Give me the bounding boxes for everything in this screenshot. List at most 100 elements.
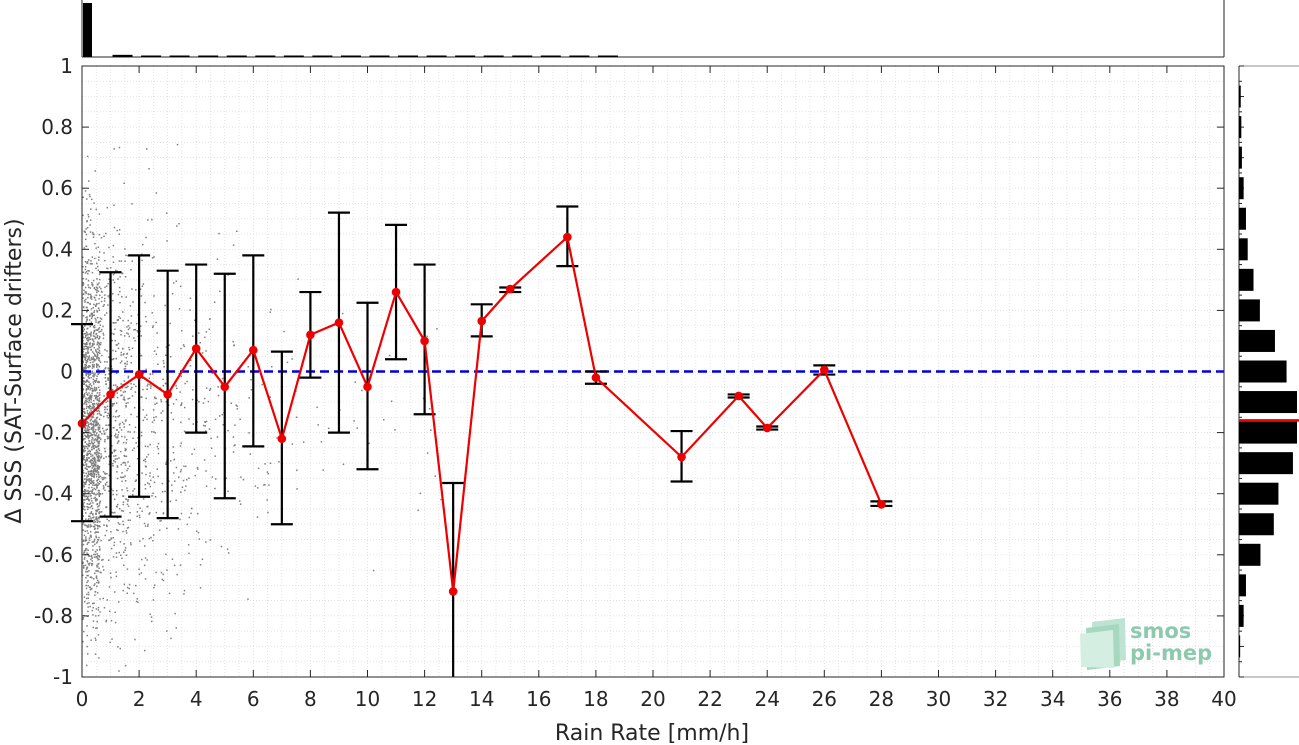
scatter-point <box>93 403 96 405</box>
scatter-point <box>86 490 88 493</box>
scatter-point <box>86 571 89 573</box>
scatter-point <box>92 492 94 495</box>
scatter-point <box>87 435 90 437</box>
scatter-point <box>96 392 99 394</box>
scatter-point <box>136 330 138 332</box>
scatter-point <box>83 498 86 501</box>
scatter-point <box>96 354 99 356</box>
scatter-point <box>96 519 98 521</box>
scatter-point <box>90 558 92 561</box>
scatter-point <box>88 555 90 557</box>
scatter-point <box>87 489 89 492</box>
scatter-point <box>91 256 94 258</box>
scatter-point <box>95 518 97 521</box>
mean-marker <box>477 316 487 326</box>
scatter-point <box>96 451 99 453</box>
scatter-point <box>86 625 88 627</box>
scatter-point <box>96 395 98 398</box>
scatter-point <box>84 429 86 431</box>
scatter-point <box>101 477 103 479</box>
scatter-point <box>104 297 106 300</box>
scatter-point <box>86 458 88 461</box>
scatter-point <box>89 388 91 391</box>
scatter-point <box>97 466 99 469</box>
scatter-point <box>85 568 88 571</box>
y-tick-label: 0 <box>60 360 73 384</box>
scatter-point <box>96 480 98 482</box>
scatter-point <box>112 299 114 302</box>
scatter-point <box>121 476 123 479</box>
scatter-point <box>141 285 144 287</box>
scatter-point <box>87 574 89 577</box>
scatter-point <box>97 395 99 397</box>
scatter-point <box>91 313 93 315</box>
scatter-point <box>94 467 96 469</box>
scatter-point <box>98 508 100 511</box>
scatter-point <box>92 464 95 467</box>
scatter-point <box>133 406 136 409</box>
scatter-point <box>232 244 235 246</box>
scatter-point <box>97 448 100 450</box>
x-tick-label: 38 <box>1154 687 1179 711</box>
scatter-point <box>95 535 97 537</box>
scatter-point <box>88 337 91 339</box>
scatter-point <box>83 395 86 397</box>
scatter-point <box>197 531 200 534</box>
scatter-point <box>83 475 86 477</box>
scatter-point <box>92 416 95 418</box>
x-tick-label: 18 <box>583 687 608 711</box>
scatter-point <box>122 354 124 356</box>
x-tick-label: 16 <box>526 687 551 711</box>
scatter-point <box>88 381 90 383</box>
scatter-point <box>98 546 101 548</box>
scatter-point <box>89 263 92 265</box>
scatter-point <box>88 346 90 348</box>
scatter-point <box>356 427 358 429</box>
scatter-point <box>227 274 229 276</box>
scatter-point <box>144 545 146 547</box>
scatter-point <box>103 478 105 480</box>
scatter-point <box>99 493 101 495</box>
scatter-point <box>201 352 204 354</box>
scatter-point <box>108 456 111 458</box>
scatter-point <box>89 344 91 346</box>
scatter-point <box>184 406 186 409</box>
scatter-point <box>89 394 91 396</box>
scatter-point <box>104 534 106 537</box>
scatter-point <box>327 427 330 430</box>
scatter-point <box>96 557 99 559</box>
scatter-point <box>101 328 103 331</box>
scatter-point <box>116 229 118 232</box>
scatter-point <box>120 351 122 354</box>
scatter-point <box>112 465 114 467</box>
scatter-point <box>155 321 157 324</box>
scatter-point <box>146 418 148 421</box>
scatter-point <box>90 335 92 337</box>
scatter-point <box>125 498 127 500</box>
scatter-point <box>104 433 106 435</box>
scatter-point <box>144 557 147 559</box>
scatter-point <box>119 508 121 510</box>
scatter-point <box>142 388 144 391</box>
scatter-point <box>96 484 99 486</box>
scatter-point <box>199 342 201 344</box>
scatter-point <box>83 342 85 345</box>
scatter-point <box>82 284 84 287</box>
scatter-point <box>134 339 136 342</box>
scatter-point <box>147 523 149 526</box>
scatter-point <box>120 450 122 453</box>
scatter-point <box>157 452 160 455</box>
scatter-point <box>91 577 93 579</box>
scatter-point <box>123 461 125 464</box>
scatter-point <box>84 488 86 491</box>
scatter-point <box>93 395 96 397</box>
scatter-point <box>85 372 87 375</box>
scatter-point <box>90 333 92 335</box>
scatter-point <box>165 354 167 356</box>
scatter-point <box>93 584 95 587</box>
scatter-point <box>88 480 90 482</box>
scatter-point <box>127 328 130 331</box>
scatter-point <box>86 360 88 362</box>
scatter-point <box>89 481 91 483</box>
scatter-point <box>89 526 91 528</box>
